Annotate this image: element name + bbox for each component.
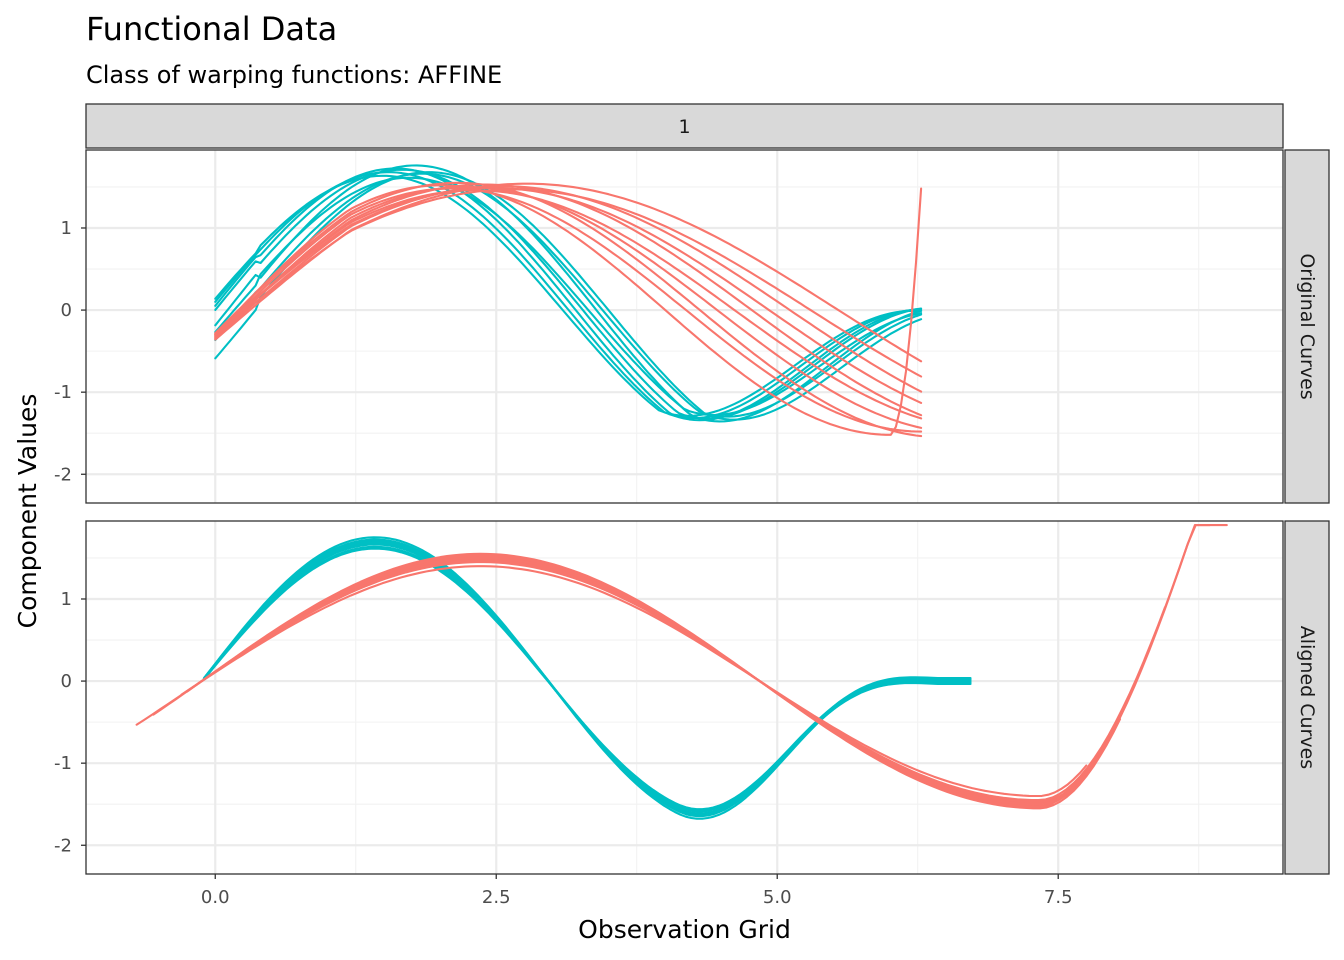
red-group-curve-4 [214,185,923,429]
y-tick-label: -2 [54,464,72,485]
red-group-curve-1 [214,184,923,436]
facet-strip-right-label: Aligned Curves [1296,626,1318,769]
red-group-curve-7 [202,559,1060,803]
red-group-curve-2 [214,187,923,433]
chart-subtitle: Class of warping functions: AFFINE [86,61,502,89]
x-tick-label: 5.0 [763,887,792,908]
panel-border [85,149,1284,504]
teal-group-curve-8 [214,171,923,421]
y-axis-title: Component Values [13,394,42,629]
panel-border [85,520,1284,875]
red-group-curve-5 [191,556,1116,806]
y-tick-label: -1 [54,382,72,403]
panel-2: 1 0 -1 -2 Aligned Curves 0.0 2.5 5.0 7.5 [54,520,1330,908]
x-axis-title: Observation Grid [578,915,791,944]
facet-strip-right [1284,149,1330,504]
series-red-group [214,181,923,438]
facet-strip-right-label: Original Curves [1296,253,1318,399]
teal-group-curve-5 [214,176,923,417]
red-group-curve-7 [214,186,923,404]
red-group-curve-3 [214,181,923,438]
facet-strip-right [1284,520,1330,875]
teal-group-curve-6 [214,164,923,423]
teal-group-curve-8 [202,541,972,816]
facet-strip-top-label: 1 [678,116,690,138]
teal-group-curve-7 [214,172,923,418]
x-tick-label: 0.0 [201,887,230,908]
red-group-curve-10 [214,182,923,363]
panel-background [86,521,1283,874]
y-tick-label: 0 [61,671,72,692]
x-tick-label: 2.5 [482,887,511,908]
y-tick-label: -1 [54,753,72,774]
panel-1: 1 0 -1 -2 Original Curves [54,149,1330,504]
red-group-curve-6 [197,565,1088,798]
y-tick-label: 1 [61,218,72,239]
panels-layer: 1 0 -1 -2 Original Curves 1 0 -1 -2 Aligned Curve… [54,149,1330,908]
facet-strip-top [85,103,1284,149]
chart-title: Functional Data [86,10,337,48]
y-tick-label: -2 [54,835,72,856]
series-red-group [135,524,1228,810]
red-group-curve-8 [208,554,1054,808]
y-tick-label: 1 [61,589,72,610]
series-teal-group [202,536,972,820]
x-tick-label: 7.5 [1044,887,1073,908]
y-tick-label: 0 [61,300,72,321]
